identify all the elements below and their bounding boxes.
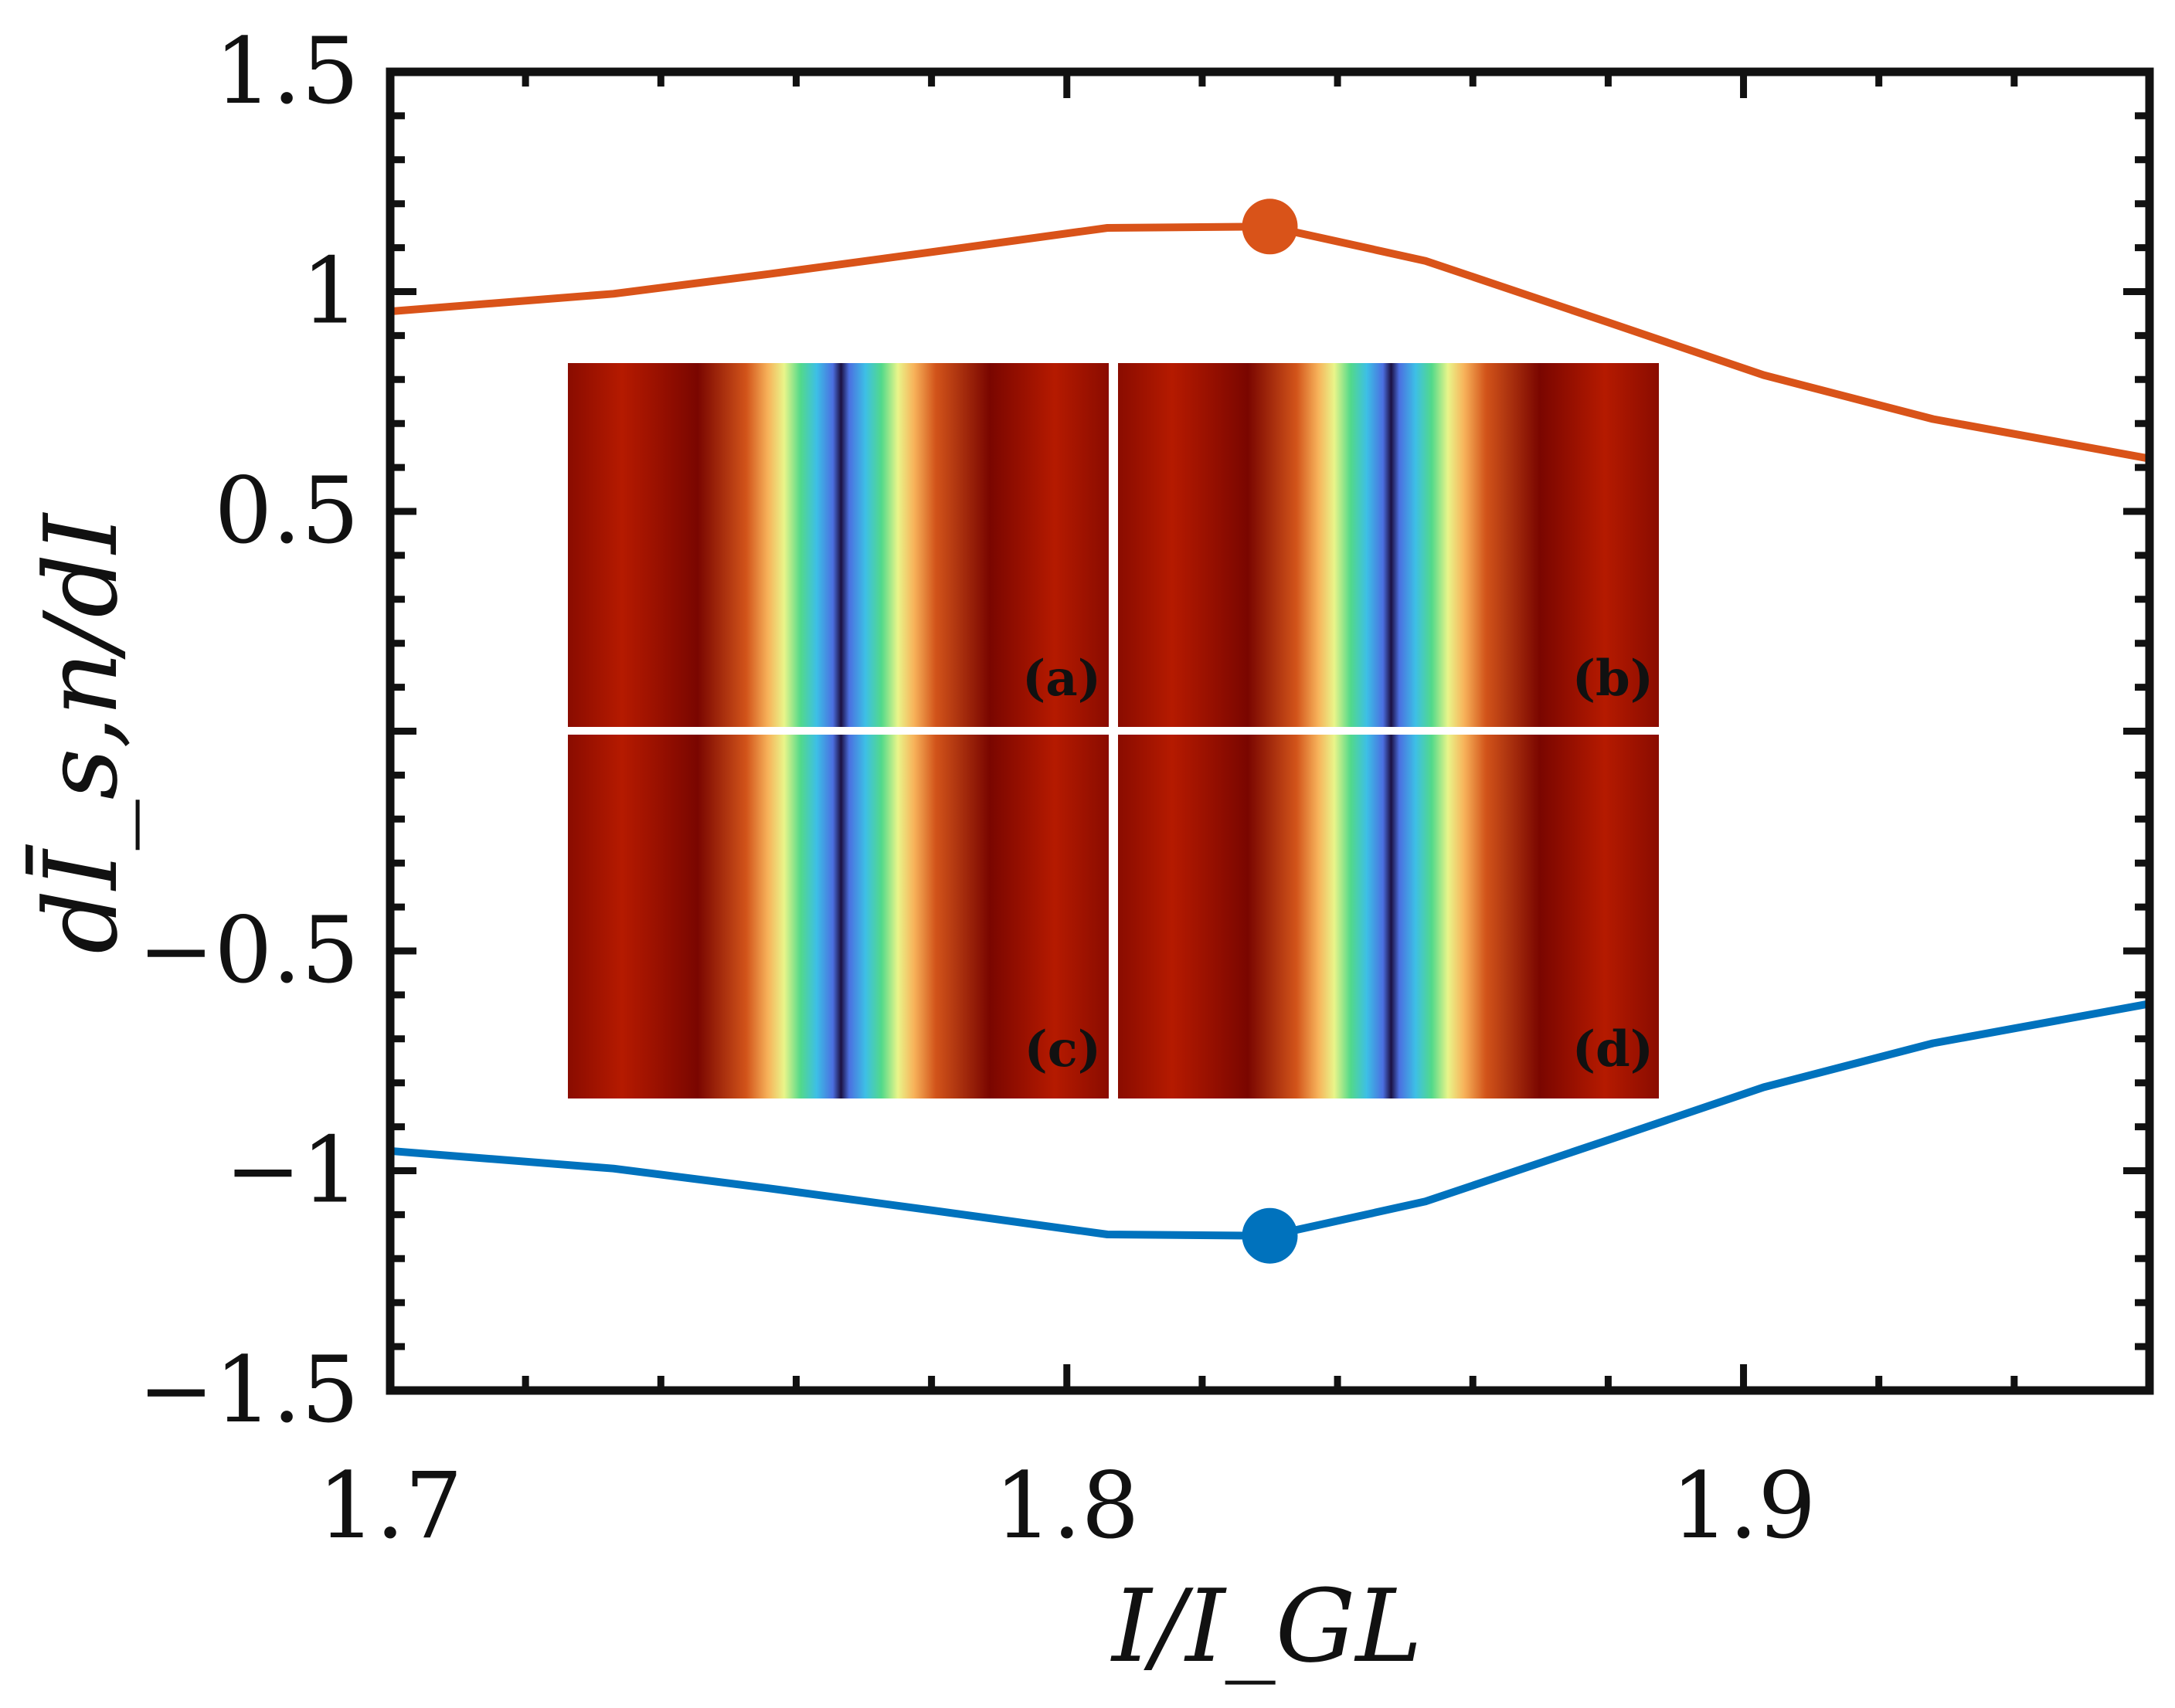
y-tick-label: 0.5 [214,457,359,564]
inset-panel-a [568,363,1109,728]
inset-label-a: (a) [1022,650,1101,708]
y-tick-label: 1 [301,238,359,345]
inset-label-c: (c) [1024,1020,1101,1078]
y-tick-label: −1 [225,1117,359,1224]
inset-panel-b [1118,363,1659,728]
inset-panel-d [1118,734,1659,1098]
y-tick-label: −0.5 [138,897,359,1003]
y-axis-label: dĪ_s,n/dI [22,512,140,954]
x-axis-label: I/I_GL [1110,1567,1422,1685]
inset-panel-c [568,734,1109,1098]
x-tick-label: 1.9 [1671,1452,1816,1559]
y-tick-label: −1.5 [138,1336,359,1443]
series-marker-superconducting [1242,199,1298,255]
inset-label-b: (b) [1572,650,1653,708]
x-tick-label: 1.8 [994,1452,1140,1559]
series-marker-normal [1242,1207,1298,1264]
inset-label-d: (d) [1572,1020,1653,1078]
inset-snapshots: (a) (b) (c) (d) [568,363,1659,1098]
y-tick-label: 1.5 [214,18,359,124]
x-tick-label: 1.7 [318,1452,463,1559]
